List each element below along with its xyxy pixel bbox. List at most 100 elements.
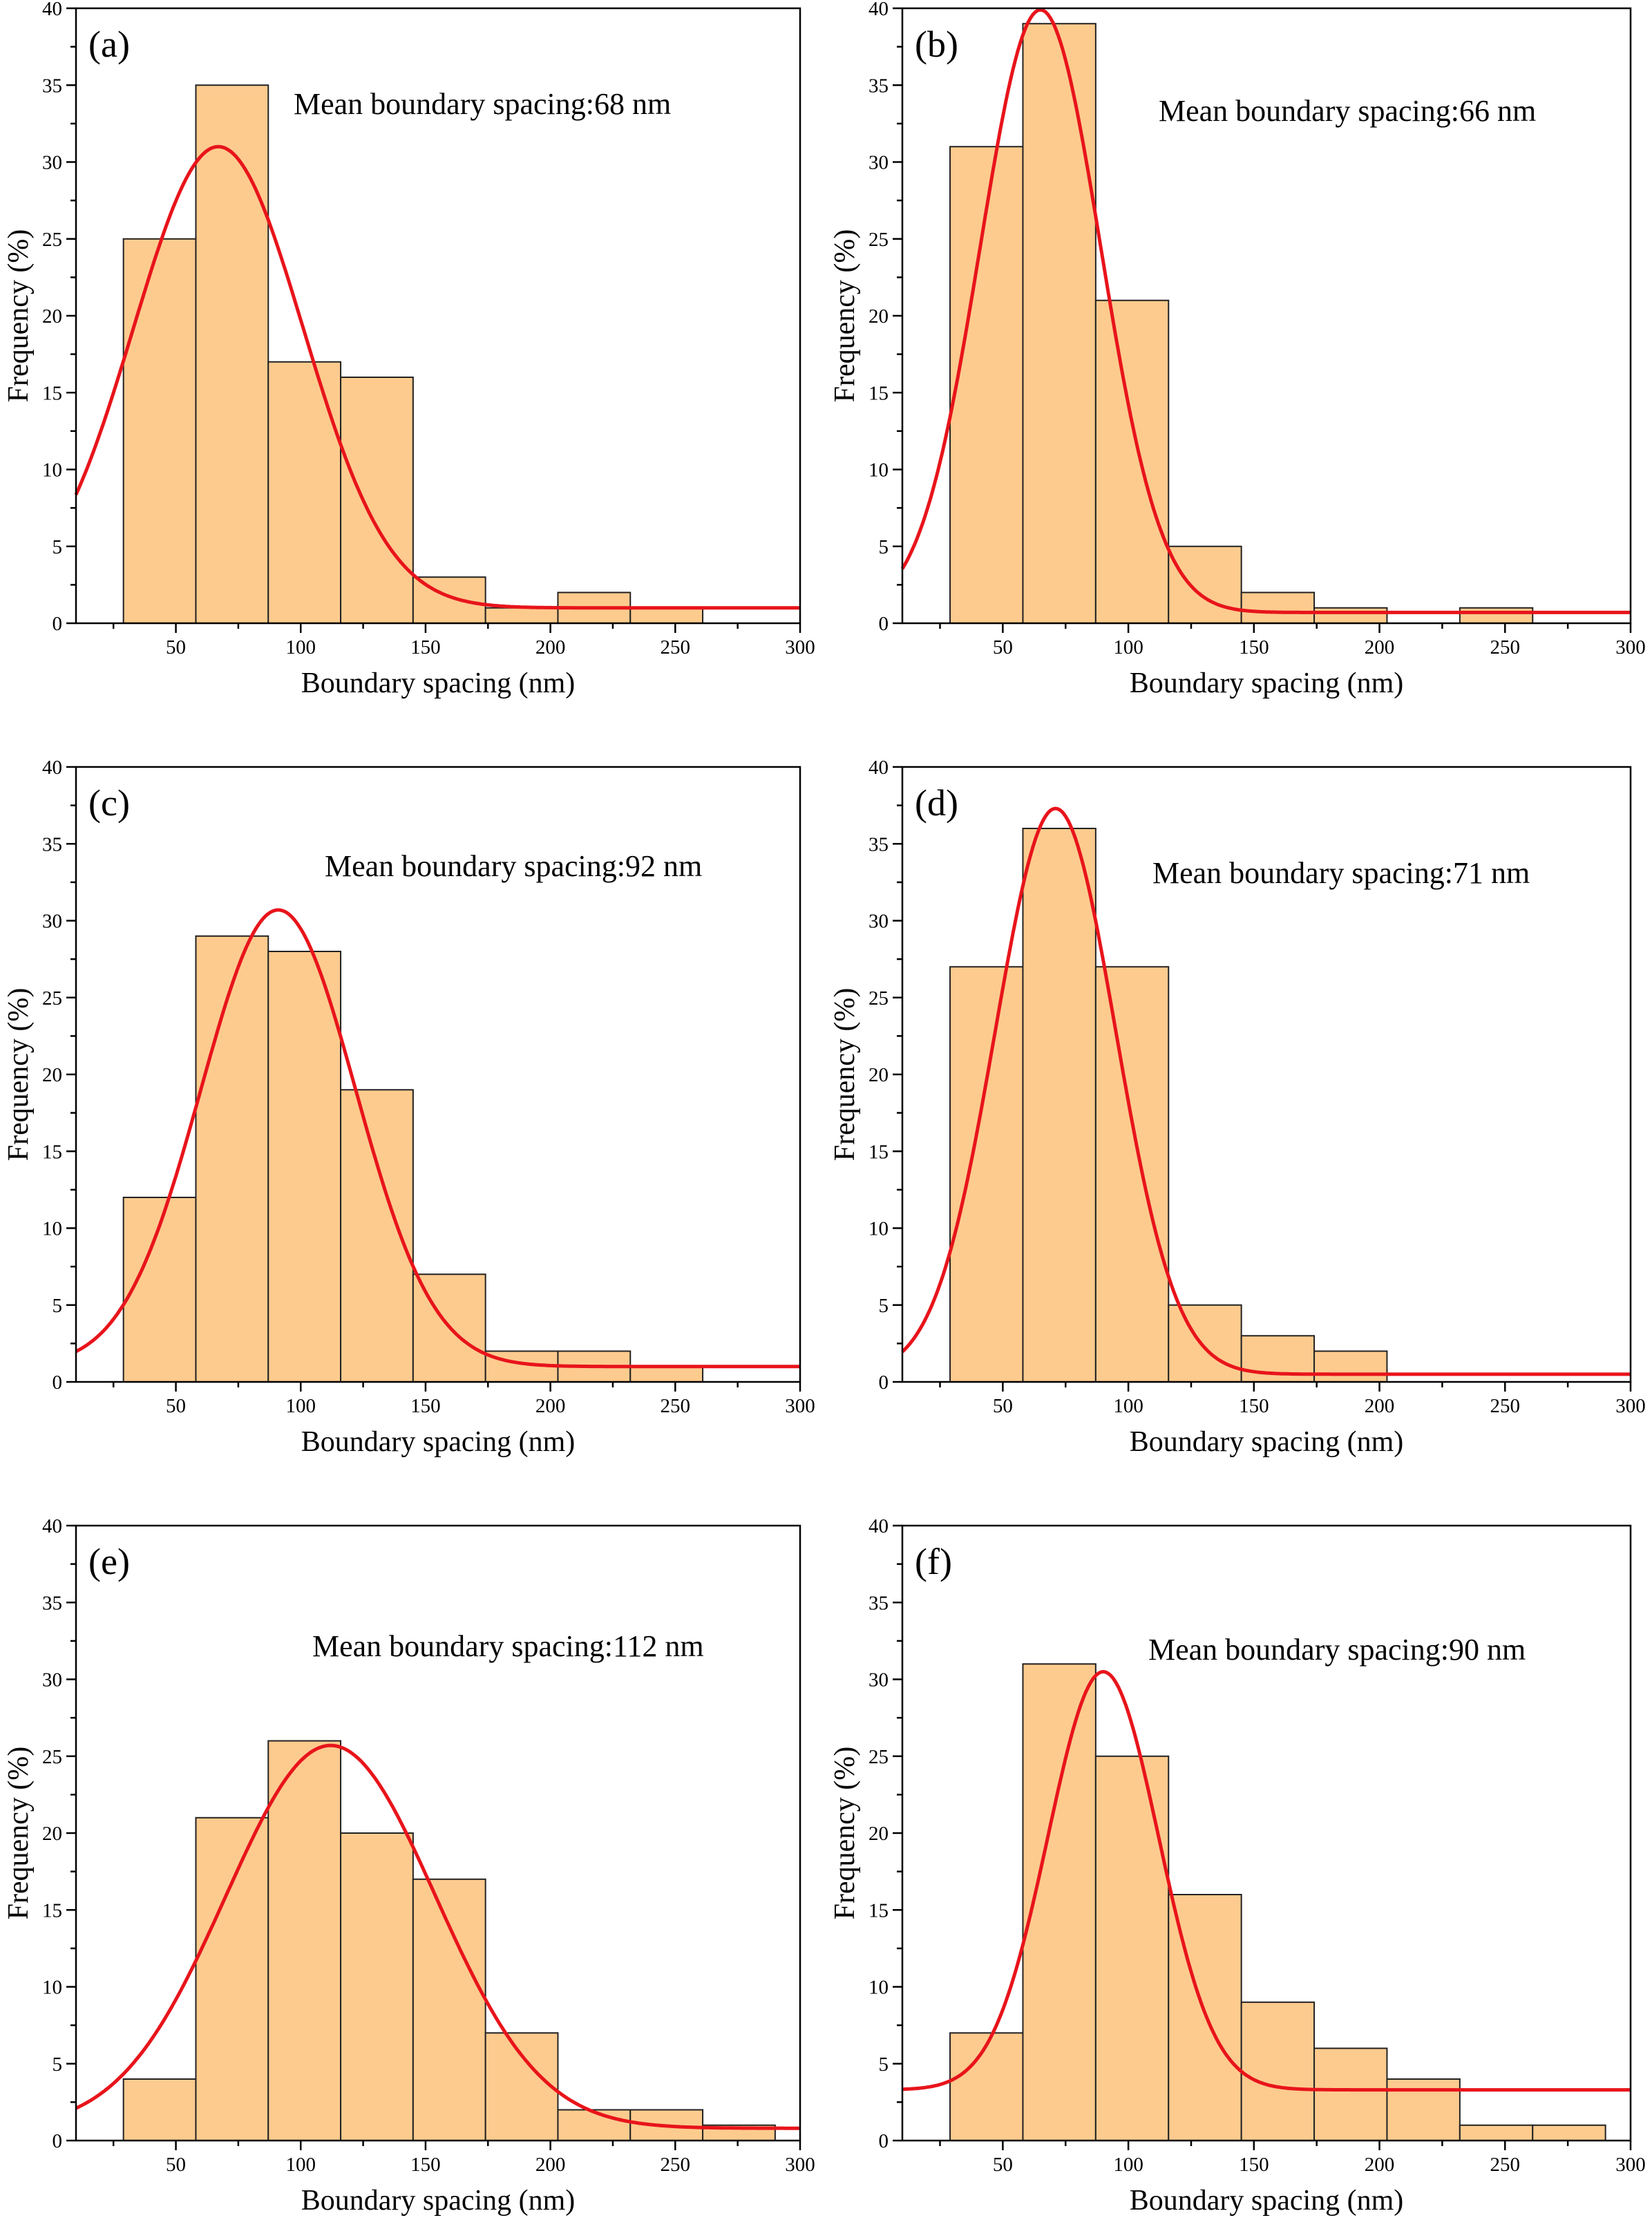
- y-tick-label: 35: [868, 1592, 889, 1614]
- x-tick-label: 50: [993, 2154, 1013, 2176]
- histogram-bar: [1459, 2124, 1534, 2141]
- x-tick-label: 100: [1113, 1395, 1143, 1417]
- y-tick-label: 35: [42, 75, 62, 97]
- chart-panel-d: 50 100 150 200 250 300 0 5 10 15 20 25 30 35 40 Boundar…: [829, 757, 1646, 1458]
- histogram-bar: [195, 84, 269, 624]
- mean-spacing-annotation: Mean boundary spacing:68 nm: [294, 87, 671, 121]
- y-tick-label: 5: [53, 536, 63, 558]
- chart-panel-a: 50 100 150 200 250 300 0 5 10 15 20 25 30 35 40 Boundar…: [3, 0, 815, 699]
- panel-label: (b): [915, 23, 958, 65]
- y-axis-title: Frequency (%): [3, 988, 35, 1161]
- chart-panel-f: 50 100 150 200 250 300 0 5 10 15 20 25 30 35 40 Boundar…: [829, 1515, 1646, 2217]
- y-tick-label: 15: [868, 1141, 889, 1163]
- x-tick-label: 150: [1239, 636, 1269, 658]
- y-axis-title: Frequency (%): [829, 988, 861, 1161]
- y-axis-title: Frequency (%): [829, 1747, 861, 1920]
- x-axis-title: Boundary spacing (nm): [301, 667, 576, 699]
- x-tick-label: 200: [535, 1395, 566, 1417]
- x-tick-label: 250: [661, 2154, 691, 2176]
- histogram-bar: [557, 2109, 632, 2141]
- y-tick-label: 15: [42, 1899, 62, 1922]
- x-tick-label: 300: [1615, 636, 1646, 658]
- x-tick-label: 250: [661, 1395, 691, 1417]
- histogram-bar: [1459, 607, 1534, 624]
- y-tick-label: 25: [868, 987, 889, 1009]
- y-tick-label: 20: [42, 305, 62, 328]
- y-tick-label: 5: [879, 2053, 889, 2076]
- y-tick-label: 15: [42, 1141, 62, 1163]
- chart-panel-c: 50 100 150 200 250 300 0 5 10 15 20 25 30 35 40 Boundar…: [3, 757, 815, 1458]
- histogram-bar: [629, 1365, 704, 1383]
- panel-label: (a): [88, 23, 130, 65]
- y-tick-label: 30: [868, 911, 889, 933]
- y-tick-label: 5: [53, 2053, 63, 2076]
- x-tick-label: 200: [1365, 1395, 1395, 1417]
- gaussian-fit-line: [75, 1743, 800, 2130]
- y-tick-label: 30: [868, 152, 889, 174]
- x-tick-label: 300: [1615, 2154, 1646, 2176]
- y-axis-title: Frequency (%): [3, 229, 35, 403]
- histogram-bar: [267, 361, 342, 624]
- x-tick-label: 100: [1113, 2154, 1143, 2176]
- histogram-bar: [122, 2078, 197, 2141]
- panel-label: (f): [915, 1541, 952, 1582]
- y-tick-label: 30: [42, 1669, 62, 1691]
- histogram-bar: [949, 966, 1024, 1383]
- panel-label: (d): [915, 782, 958, 824]
- mean-spacing-annotation: Mean boundary spacing:90 nm: [1148, 1633, 1526, 1667]
- panel-label: (c): [88, 782, 130, 824]
- y-tick-label: 25: [868, 1746, 889, 1768]
- x-tick-label: 300: [785, 636, 815, 658]
- x-tick-label: 300: [785, 2154, 815, 2176]
- histogram-bar: [267, 1740, 342, 2141]
- x-tick-label: 300: [1615, 1395, 1646, 1417]
- y-tick-label: 25: [42, 229, 62, 251]
- histogram-bar: [1168, 545, 1242, 624]
- histogram-bar: [412, 1878, 486, 2141]
- y-tick-label: 25: [42, 1746, 62, 1768]
- y-tick-label: 0: [879, 613, 889, 635]
- mean-spacing-annotation: Mean boundary spacing:66 nm: [1159, 94, 1536, 128]
- histogram-bar: [122, 238, 197, 624]
- x-axis-title: Boundary spacing (nm): [301, 2185, 576, 2217]
- y-tick-label: 0: [53, 2130, 63, 2152]
- histogram-bar: [1094, 966, 1170, 1383]
- gaussian-fit-line: [74, 144, 800, 610]
- histogram-bar: [484, 607, 559, 624]
- y-tick-label: 25: [42, 987, 62, 1009]
- y-tick-label: 20: [868, 1823, 889, 1845]
- histogram-bar: [949, 2032, 1024, 2141]
- histogram-bar: [195, 935, 269, 1383]
- histogram-bar: [1094, 1755, 1170, 2141]
- y-tick-label: 35: [868, 75, 889, 97]
- y-tick-label: 0: [53, 613, 63, 635]
- x-tick-label: 150: [410, 2154, 441, 2176]
- y-tick-label: 40: [868, 757, 889, 779]
- y-tick-label: 0: [879, 1372, 889, 1394]
- histogram-bar: [949, 146, 1024, 624]
- x-tick-label: 250: [1490, 2154, 1521, 2176]
- histogram-bar: [195, 1817, 269, 2141]
- x-tick-label: 300: [785, 1395, 815, 1417]
- x-tick-label: 150: [410, 636, 441, 658]
- y-tick-label: 20: [42, 1064, 62, 1086]
- y-tick-label: 30: [42, 152, 62, 174]
- x-tick-label: 100: [285, 1395, 316, 1417]
- y-tick-label: 40: [42, 757, 62, 779]
- y-tick-label: 40: [42, 0, 62, 20]
- x-tick-label: 150: [410, 1395, 441, 1417]
- mean-spacing-annotation: Mean boundary spacing:71 nm: [1152, 856, 1530, 890]
- gaussian-fit-line: [902, 1669, 1631, 2092]
- y-tick-label: 10: [42, 1218, 62, 1240]
- x-tick-label: 50: [993, 1395, 1013, 1417]
- y-tick-label: 0: [879, 2130, 889, 2152]
- histogram-bar: [1313, 607, 1388, 624]
- y-tick-label: 10: [868, 1218, 889, 1240]
- histogram-bar: [1532, 2124, 1606, 2141]
- x-axis-title: Boundary spacing (nm): [1130, 667, 1404, 699]
- y-tick-label: 20: [868, 1064, 889, 1086]
- chart-panel-e: 50 100 150 200 250 300 0 5 10 15 20 25 30 35 40 Boundar…: [3, 1515, 815, 2217]
- x-tick-label: 50: [993, 636, 1013, 658]
- y-tick-label: 40: [868, 0, 889, 20]
- y-tick-label: 5: [53, 1295, 63, 1317]
